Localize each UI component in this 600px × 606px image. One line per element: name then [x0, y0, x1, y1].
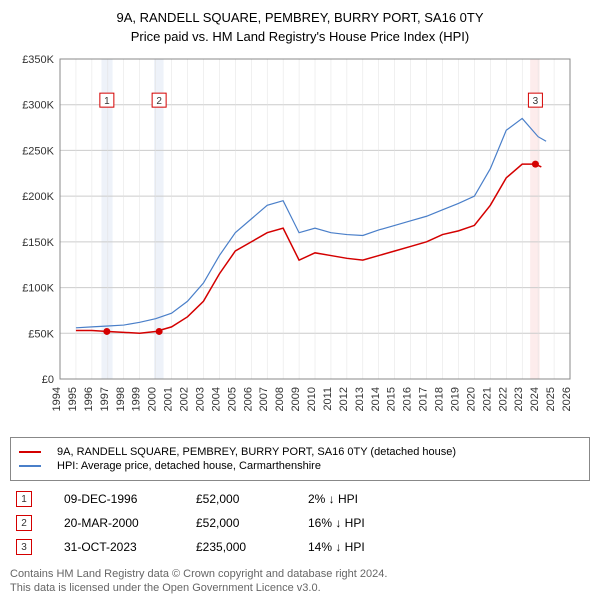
- page-title: 9A, RANDELL SQUARE, PEMBREY, BURRY PORT,…: [10, 10, 590, 25]
- marker-row-pct: 16% ↓ HPI: [308, 516, 418, 530]
- svg-text:1998: 1998: [115, 387, 127, 411]
- price-chart: £0 £50K £100K £150K £200K £250K £300K £350K 1994…: [10, 54, 590, 429]
- svg-text:2011: 2011: [322, 387, 334, 411]
- svg-text:£200K: £200K: [22, 191, 54, 203]
- footnote-line1: Contains HM Land Registry data © Crown c…: [10, 567, 590, 581]
- svg-text:2003: 2003: [194, 387, 206, 411]
- marker-row: 2 20-MAR-2000 £52,000 16% ↓ HPI: [10, 513, 590, 533]
- svg-text:1994: 1994: [51, 387, 63, 411]
- marker-dot-1: [103, 328, 110, 335]
- svg-text:£150K: £150K: [22, 237, 54, 249]
- svg-text:2018: 2018: [434, 387, 446, 411]
- svg-text:2006: 2006: [242, 387, 254, 411]
- marker-row-pct: 2% ↓ HPI: [308, 492, 418, 506]
- marker-row: 1 09-DEC-1996 £52,000 2% ↓ HPI: [10, 489, 590, 509]
- legend-row: 9A, RANDELL SQUARE, PEMBREY, BURRY PORT,…: [19, 446, 581, 458]
- svg-text:2024: 2024: [529, 387, 541, 411]
- marker-row-date: 31-OCT-2023: [64, 540, 164, 554]
- svg-text:1997: 1997: [99, 387, 111, 411]
- svg-text:1995: 1995: [67, 387, 79, 411]
- svg-text:£300K: £300K: [22, 100, 54, 112]
- svg-text:£100K: £100K: [22, 283, 54, 295]
- svg-text:£250K: £250K: [22, 145, 54, 157]
- legend-row: HPI: Average price, detached house, Carm…: [19, 460, 581, 472]
- svg-text:2010: 2010: [306, 387, 318, 411]
- svg-text:2014: 2014: [370, 387, 382, 411]
- marker-row-price: £52,000: [196, 492, 276, 506]
- marker-dot-3: [532, 161, 539, 168]
- footnote: Contains HM Land Registry data © Crown c…: [10, 567, 590, 596]
- legend-label: 9A, RANDELL SQUARE, PEMBREY, BURRY PORT,…: [57, 446, 456, 458]
- marker-row-date: 09-DEC-1996: [64, 492, 164, 506]
- marker-row: 3 31-OCT-2023 £235,000 14% ↓ HPI: [10, 537, 590, 557]
- page-subtitle: Price paid vs. HM Land Registry's House …: [10, 29, 590, 44]
- svg-text:2013: 2013: [354, 387, 366, 411]
- marker-row-pct: 14% ↓ HPI: [308, 540, 418, 554]
- chart-svg: £0 £50K £100K £150K £200K £250K £300K £350K 1994…: [10, 54, 580, 424]
- marker-row-num: 3: [16, 539, 32, 555]
- marker-row-num: 1: [16, 491, 32, 507]
- svg-text:£50K: £50K: [28, 328, 54, 340]
- svg-text:2000: 2000: [147, 387, 159, 411]
- svg-text:1999: 1999: [131, 387, 143, 411]
- svg-text:2005: 2005: [226, 387, 238, 411]
- marker-table: 1 09-DEC-1996 £52,000 2% ↓ HPI 2 20-MAR-2000 £…: [10, 489, 590, 557]
- svg-text:2026: 2026: [561, 387, 573, 411]
- marker-row-date: 20-MAR-2000: [64, 516, 164, 530]
- svg-text:£350K: £350K: [22, 54, 54, 66]
- svg-text:2001: 2001: [163, 387, 175, 411]
- marker-row-num: 2: [16, 515, 32, 531]
- svg-text:2015: 2015: [386, 387, 398, 411]
- svg-text:2009: 2009: [290, 387, 302, 411]
- legend-swatch: [19, 465, 41, 467]
- legend-label: HPI: Average price, detached house, Carm…: [57, 460, 321, 472]
- svg-text:2025: 2025: [545, 387, 557, 411]
- marker-dot-2: [156, 328, 163, 335]
- svg-text:2021: 2021: [481, 387, 493, 411]
- footnote-line2: This data is licensed under the Open Gov…: [10, 581, 590, 595]
- svg-text:2022: 2022: [497, 387, 509, 411]
- svg-text:2016: 2016: [402, 387, 414, 411]
- svg-text:2007: 2007: [258, 387, 270, 411]
- svg-text:1996: 1996: [83, 387, 95, 411]
- svg-text:2012: 2012: [338, 387, 350, 411]
- svg-text:2020: 2020: [465, 387, 477, 411]
- chart-legend: 9A, RANDELL SQUARE, PEMBREY, BURRY PORT,…: [10, 437, 590, 481]
- svg-text:1: 1: [104, 96, 110, 107]
- svg-text:2: 2: [156, 96, 162, 107]
- svg-text:£0: £0: [42, 374, 54, 386]
- svg-text:2008: 2008: [274, 387, 286, 411]
- svg-text:2017: 2017: [418, 387, 430, 411]
- marker-row-price: £52,000: [196, 516, 276, 530]
- svg-text:2004: 2004: [210, 387, 222, 411]
- legend-swatch: [19, 451, 41, 453]
- marker-row-price: £235,000: [196, 540, 276, 554]
- svg-text:2002: 2002: [179, 387, 191, 411]
- svg-text:2023: 2023: [513, 387, 525, 411]
- svg-text:3: 3: [533, 96, 539, 107]
- svg-text:2019: 2019: [449, 387, 461, 411]
